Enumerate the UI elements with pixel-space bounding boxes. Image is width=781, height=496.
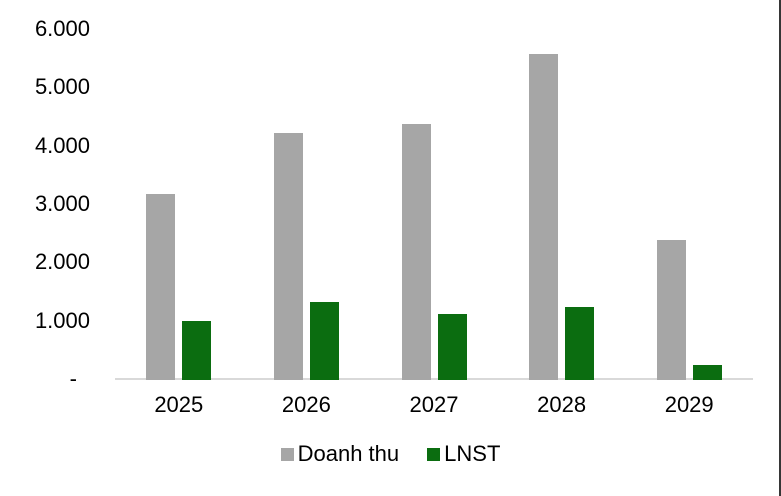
- y-tick-label-2000: 2.000: [34, 249, 90, 275]
- bar-doanh-thu-2028: [529, 53, 559, 380]
- legend-label-doanh-thu: Doanh thu: [297, 441, 400, 466]
- legend-item-lnst: LNST: [427, 442, 500, 466]
- y-tick-label-5000: 5.000: [34, 74, 90, 100]
- right-edge-border: [779, 0, 781, 496]
- y-tick-label-4000: 4.000: [34, 132, 90, 158]
- bar-lnst-2027: [437, 313, 467, 380]
- y-tick-label-1000: 1.000: [34, 307, 90, 333]
- legend-swatch-lnst: [427, 447, 441, 461]
- y-tick-label-0: -: [69, 366, 77, 391]
- bar-lnst-2028: [565, 306, 595, 380]
- legend: Doanh thu LNST: [0, 442, 781, 466]
- x-axis-label-2025: 2025: [154, 392, 204, 417]
- legend-label-lnst: LNST: [444, 441, 501, 466]
- x-axis-label-2027: 2027: [409, 392, 459, 417]
- x-axis-label-2028: 2028: [537, 392, 587, 417]
- legend-item-doanh-thu: Doanh thu: [280, 441, 400, 466]
- y-tick-label-3000: 3.000: [34, 191, 90, 216]
- bar-doanh-thu-2027: [401, 123, 431, 380]
- bar-doanh-thu-2029: [656, 240, 686, 380]
- y-tick-label-6000: 6.000: [34, 16, 90, 41]
- bar-doanh-thu-2026: [273, 133, 303, 380]
- x-axis-label-2029: 2029: [664, 392, 714, 417]
- bar-doanh-thu-2025: [146, 193, 176, 380]
- bar-lnst-2026: [309, 301, 339, 380]
- x-axis-line: [115, 378, 753, 380]
- bar-lnst-2029: [692, 365, 722, 380]
- bar-lnst-2025: [182, 321, 212, 380]
- legend-swatch-doanh-thu: [280, 447, 294, 461]
- x-axis-label-2026: 2026: [281, 392, 331, 417]
